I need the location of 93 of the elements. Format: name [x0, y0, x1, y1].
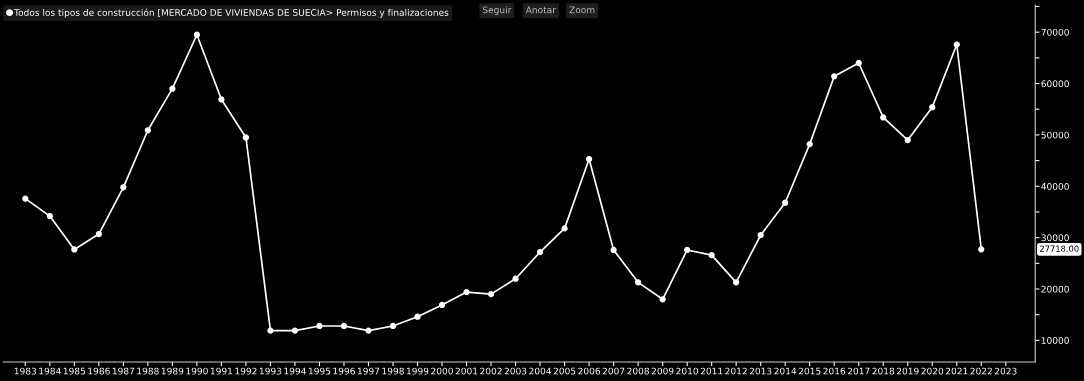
point [193, 31, 201, 38]
x-tick-label: 1999 [407, 367, 429, 375]
point [120, 184, 127, 191]
x-tick-label: 2003 [504, 367, 527, 375]
y-tick-label: 70000 [1041, 28, 1069, 36]
x-tick-label: 2017 [847, 367, 870, 375]
point [978, 246, 985, 253]
x-tick-label: 2004 [529, 367, 552, 375]
point [22, 195, 29, 202]
x-tick-label: 2011 [700, 367, 723, 375]
x-tick-label: 1998 [382, 367, 404, 375]
point [782, 199, 789, 206]
x-tick-label: 1991 [210, 367, 233, 375]
point [242, 134, 250, 141]
x-tick-label: 2016 [823, 367, 846, 375]
point [414, 313, 421, 320]
point [855, 59, 862, 67]
x-tick-label: 1995 [308, 367, 331, 375]
x-tick-label: 2010 [676, 367, 699, 375]
point [929, 104, 936, 111]
point [267, 327, 274, 334]
annotation: Seguir [482, 6, 512, 16]
point [340, 322, 348, 330]
point [953, 41, 960, 48]
point [880, 114, 887, 121]
point [806, 141, 813, 148]
y-tick-label: 30000 [1041, 234, 1069, 242]
x-tick-label: 2018 [872, 367, 895, 375]
x-tick-label: 2012 [725, 367, 747, 375]
x-tick-label: 2006 [578, 367, 601, 375]
x-tick-label: 1992 [235, 367, 257, 375]
point [169, 85, 176, 92]
point [291, 327, 299, 334]
annotation: Zoom [569, 6, 595, 14]
x-tick-label: 1987 [112, 367, 135, 375]
point [904, 136, 911, 144]
point [708, 251, 715, 259]
point [733, 279, 740, 286]
x-tick-label: 1983 [14, 367, 37, 375]
x-tick-label: 1993 [259, 367, 282, 375]
x-tick-label: 2014 [774, 367, 797, 375]
x-tick-label: 1994 [284, 367, 306, 375]
y-tick-label: 20000 [1041, 285, 1069, 293]
point [316, 322, 323, 330]
point [684, 246, 691, 254]
point [71, 246, 78, 253]
y-tick-label: 40000 [1041, 183, 1069, 190]
point [585, 155, 593, 163]
x-tick-label: 2022 [970, 367, 992, 375]
point [218, 96, 225, 103]
point [95, 230, 102, 238]
x-tick-label: 2019 [896, 367, 919, 375]
point [365, 327, 372, 334]
x-tick-label: 2013 [749, 367, 772, 375]
x-tick-label: 2020 [921, 367, 944, 375]
y-tick-label: 50000 [1041, 131, 1069, 139]
x-tick-label: 1997 [357, 367, 380, 375]
x-tick-label: 1996 [333, 367, 355, 375]
point [438, 301, 446, 309]
y-tick-label: 10000 [1041, 337, 1069, 344]
point [463, 288, 470, 296]
x-tick-label: 1988 [137, 367, 159, 375]
x-tick-label: 2015 [798, 367, 821, 375]
x-tick-label: 1985 [63, 367, 86, 375]
point [144, 127, 152, 134]
x-tick-label: 1989 [161, 367, 184, 375]
x-tick-label: 2009 [651, 367, 674, 375]
x-tick-label: 2001 [455, 367, 478, 375]
text: 27718.00 [1040, 245, 1079, 252]
x-tick-label: 2007 [602, 367, 625, 375]
point [487, 291, 495, 298]
x-tick-label: 1990 [186, 367, 208, 375]
x-tick-label: 2005 [553, 367, 576, 375]
x-tick-label: 2008 [627, 367, 649, 375]
x-tick-label: 1986 [88, 367, 110, 375]
y-tick-label: 60000 [1041, 80, 1069, 88]
point [610, 246, 617, 254]
x-tick-label: 2023 [994, 367, 1017, 375]
point [389, 322, 397, 330]
point [831, 73, 838, 80]
point [659, 296, 666, 303]
point [561, 225, 568, 232]
point [512, 275, 519, 282]
point [634, 279, 642, 286]
x-tick-label: 2000 [431, 367, 453, 375]
annotation: Anotar [525, 6, 556, 14]
x-tick-label: 2002 [480, 367, 502, 375]
legend-label: Todos los tipos de construcción [MERCADO DE VIVIENDAS DE SUECIA> Permisos y finalizaciones [14, 8, 449, 18]
point [757, 231, 764, 239]
point [46, 212, 53, 220]
point [536, 248, 544, 256]
x-tick-label: 2021 [945, 367, 968, 375]
x-tick-label: 1984 [39, 367, 61, 375]
